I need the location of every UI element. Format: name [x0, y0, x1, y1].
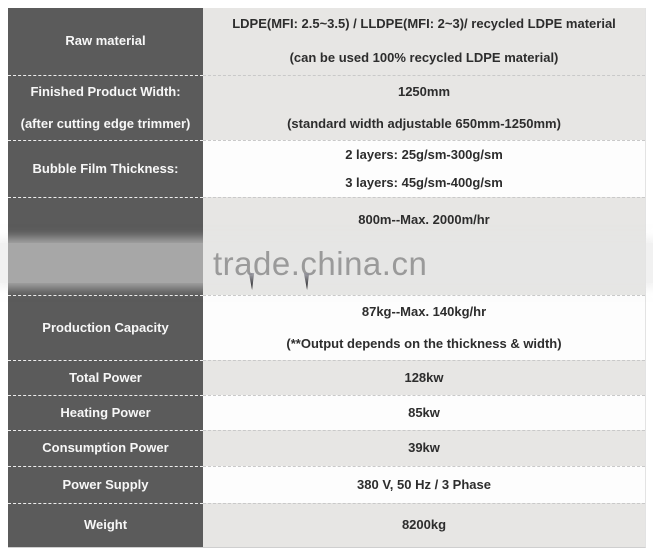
row-value-cell: 800m--Max. 2000m/hr: [203, 197, 645, 295]
row-value-cell: 380 V, 50 Hz / 3 Phase: [203, 466, 645, 503]
table-row-power-supply: Power Supply 380 V, 50 Hz / 3 Phase: [8, 466, 645, 503]
row-label-cell: Consumption Power: [8, 430, 203, 466]
row-value-cell: 1250mm (standard width adjustable 650mm-…: [203, 75, 645, 140]
row-value-line: 800m--Max. 2000m/hr: [358, 212, 490, 227]
row-value-line: 85kw: [408, 404, 440, 420]
ink-mark-icon: [303, 273, 310, 290]
table-row-speed: 800m--Max. 2000m/hr: [8, 197, 645, 295]
table-row-film-thickness: Bubble Film Thickness: 2 layers: 25g/sm-…: [8, 140, 645, 197]
row-value-line: 87kg--Max. 140kg/hr: [361, 303, 487, 319]
row-label-cell: Raw material: [8, 8, 203, 75]
row-sublabel: (after cutting edge trimmer): [20, 115, 191, 131]
table-row-production-capacity: Production Capacity 87kg--Max. 140kg/hr …: [8, 295, 645, 360]
row-label-cell: Heating Power: [8, 395, 203, 430]
row-label-cell: Finished Product Width: (after cutting e…: [8, 75, 203, 140]
row-value-cell: 87kg--Max. 140kg/hr (**Output depends on…: [203, 295, 645, 360]
row-label-cell: [8, 197, 203, 295]
row-label: Heating Power: [60, 404, 151, 420]
row-value-line: 3 layers: 45g/sm-400g/sm: [345, 174, 503, 190]
row-value-cell: LDPE(MFI: 2.5~3.5) / LLDPE(MFI: 2~3)/ re…: [203, 8, 645, 75]
row-value-line: (can be used 100% recycled LDPE material…: [289, 49, 559, 65]
ink-mark-icon: [248, 273, 255, 290]
row-value-line: 1250mm: [397, 83, 451, 99]
table-row-finished-width: Finished Product Width: (after cutting e…: [8, 75, 645, 140]
row-label: Production Capacity: [42, 319, 169, 335]
row-value-cell: 2 layers: 25g/sm-300g/sm 3 layers: 45g/s…: [203, 140, 645, 197]
row-value-cell: 8200kg: [203, 503, 645, 547]
row-label-cell: Total Power: [8, 360, 203, 395]
table-row-weight: Weight 8200kg: [8, 503, 645, 547]
row-label: Power Supply: [62, 476, 149, 492]
row-value-cell: 128kw: [203, 360, 645, 395]
row-value-line: (standard width adjustable 650mm-1250mm): [287, 115, 561, 131]
row-label-cell: Bubble Film Thickness:: [8, 140, 203, 197]
row-value-line: LDPE(MFI: 2.5~3.5) / LLDPE(MFI: 2~3)/ re…: [232, 16, 616, 32]
row-value-cell: 85kw: [203, 395, 645, 430]
row-label: Finished Product Width:: [30, 83, 181, 99]
row-label: Raw material: [65, 33, 146, 49]
table-row-consumption-power: Consumption Power 39kw: [8, 430, 645, 466]
row-label-cell: Power Supply: [8, 466, 203, 503]
row-label: Weight: [83, 517, 128, 533]
row-value-cell: 39kw: [203, 430, 645, 466]
row-value-line: 39kw: [408, 440, 440, 456]
row-label: Bubble Film Thickness:: [32, 160, 179, 176]
table-row-heating-power: Heating Power 85kw: [8, 395, 645, 430]
specification-table: Raw material LDPE(MFI: 2.5~3.5) / LLDPE(…: [8, 8, 646, 548]
row-value-line: 380 V, 50 Hz / 3 Phase: [357, 476, 491, 492]
row-value-line: 128kw: [404, 369, 444, 385]
table-row-raw-material: Raw material LDPE(MFI: 2.5~3.5) / LLDPE(…: [8, 8, 645, 75]
row-label-cell: Weight: [8, 503, 203, 547]
row-value-line: 8200kg: [401, 517, 447, 533]
row-label-cell: Production Capacity: [8, 295, 203, 360]
row-value-line: 2 layers: 25g/sm-300g/sm: [345, 146, 503, 162]
row-label: Total Power: [69, 369, 142, 385]
table-row-total-power: Total Power 128kw: [8, 360, 645, 395]
row-value-line: (**Output depends on the thickness & wid…: [286, 335, 562, 351]
row-label: Consumption Power: [42, 440, 169, 456]
